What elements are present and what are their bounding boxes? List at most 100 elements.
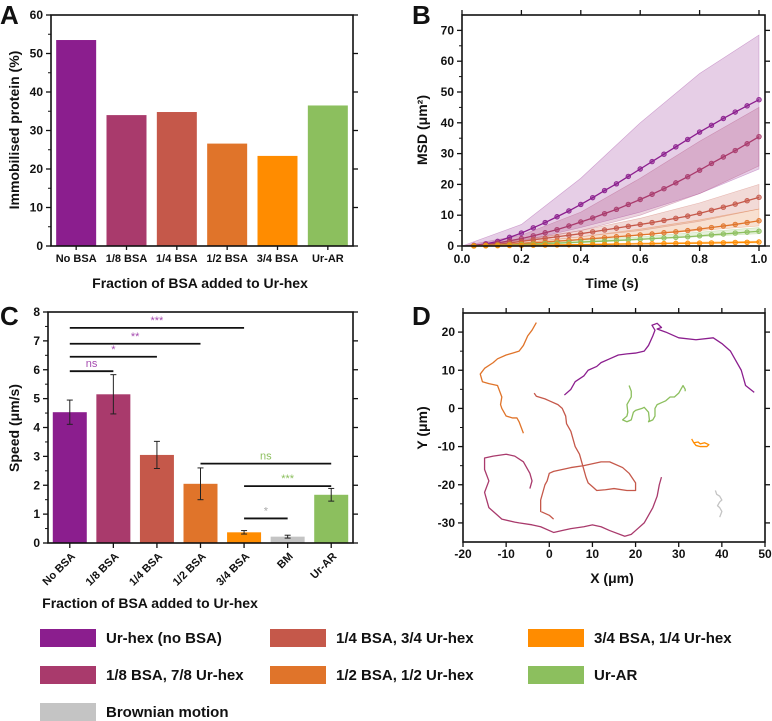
panel-b-msd-chart: 0.0 0.2 0.4 0.6 0.8 1.0 0 10 20 30 40 50 60 70 xyxy=(441,10,770,266)
panel-c-significance-label: ** xyxy=(131,331,140,343)
panel-b-data-point xyxy=(744,219,750,226)
panel-a-xtick-label: 1/8 BSA xyxy=(106,253,148,265)
panel-b-data-point xyxy=(649,219,655,226)
panel-c-xtick-label: 3/4 BSA xyxy=(214,551,252,589)
panel-b-data-point xyxy=(744,239,750,246)
panel-b-data-point xyxy=(554,214,560,220)
panel-c-bar xyxy=(270,536,305,543)
panel-b-xtick-label: 0.6 xyxy=(632,252,649,266)
legend-label: Ur-hex (no BSA) xyxy=(106,630,222,647)
legend-swatch xyxy=(528,629,584,647)
panel-b-data-point xyxy=(661,240,667,247)
panel-a-ytick-label: 10 xyxy=(30,201,44,215)
panel-b-data-point xyxy=(673,144,679,150)
panel-d-xtick-label: 10 xyxy=(586,547,600,561)
panel-b-data-point xyxy=(554,234,560,240)
panel-d-trajectory xyxy=(479,322,537,434)
panel-b-data-point xyxy=(601,210,608,217)
panel-b-ytick-label: 20 xyxy=(441,177,455,191)
panel-b-data-point xyxy=(708,240,715,246)
panel-b-data-point xyxy=(756,96,762,103)
panel-c-ylabel: Speed (μm/s) xyxy=(6,384,22,472)
panel-b-ytick-label: 0 xyxy=(447,239,454,253)
panel-a-bar-chart: No BSA 1/8 BSA 1/4 BSA 1/2 BSA 3/4 BSA Ur-AR 0… xyxy=(30,8,358,265)
panel-b-data-point xyxy=(744,103,750,109)
legend-swatch xyxy=(40,629,96,647)
panel-d-ytick-label: -30 xyxy=(438,516,456,530)
panel-a-xtick-label: No BSA xyxy=(56,253,97,265)
panel-b-data-point xyxy=(685,227,691,234)
panel-b-ylabel: MSD (μm²) xyxy=(414,95,430,165)
panel-c-bar xyxy=(96,394,131,543)
panel-c-ytick-label: 4 xyxy=(33,421,40,435)
panel-b-data-point xyxy=(601,227,608,233)
panel-b-data-point xyxy=(696,167,703,173)
panel-b-data-point xyxy=(756,239,762,245)
panel-d-xtick-label: -20 xyxy=(454,547,472,561)
legend-label: Brownian motion xyxy=(106,704,229,721)
legend-label: 3/4 BSA, 1/4 Ur-hex xyxy=(594,630,732,647)
panel-b-data-point xyxy=(661,217,667,224)
panel-b-data-point xyxy=(720,231,727,237)
panel-b-data-point xyxy=(566,208,572,214)
panel-d-trajectory-chart: -20 -10 0 10 20 30 40 50 -30 -20 -10 0 10 20 xyxy=(438,308,772,561)
panel-b-data-point xyxy=(673,240,679,247)
panel-a-ytick-label: 40 xyxy=(30,85,44,99)
panel-b-data-point xyxy=(578,230,584,237)
panel-c-significance-label: ns xyxy=(86,358,98,370)
panel-c-xtick-label: No BSA xyxy=(40,551,77,588)
panel-b-data-point xyxy=(732,221,738,228)
panel-b-data-point xyxy=(685,234,691,240)
panel-b-data-point xyxy=(637,221,643,228)
panel-c-significance-label: * xyxy=(264,505,269,517)
panel-b-data-point xyxy=(542,219,548,226)
panel-d-xtick-label: 50 xyxy=(758,547,772,561)
panel-d-trajectory xyxy=(483,453,663,537)
panel-label-a: A xyxy=(0,0,19,30)
panel-b-xlabel: Time (s) xyxy=(585,275,638,291)
panel-c-ytick-label: 5 xyxy=(33,392,40,406)
legend-swatch xyxy=(270,629,326,647)
panel-b-data-point xyxy=(649,231,655,237)
panel-c-xtick-label: 1/2 BSA xyxy=(171,551,209,589)
panel-a-xtick-label: 3/4 BSA xyxy=(257,253,299,265)
panel-b-data-point xyxy=(708,207,715,213)
panel-b-data-point xyxy=(566,223,572,229)
panel-b-data-point xyxy=(756,228,762,234)
panel-d-ytick-label: -20 xyxy=(438,478,456,492)
panel-d-xtick-label: 30 xyxy=(672,547,686,561)
panel-b-data-point xyxy=(530,225,536,231)
panel-a-bar xyxy=(156,112,197,247)
panel-b-data-point xyxy=(625,223,632,229)
panel-d-frame xyxy=(462,312,766,543)
legend-label: Ur-AR xyxy=(594,667,637,684)
panel-b-data-point xyxy=(685,240,691,246)
panel-a-xtick-label: 1/4 BSA xyxy=(156,253,198,265)
panel-b-data-point xyxy=(685,136,691,143)
panel-b-data-point xyxy=(578,201,584,208)
panel-b-data-point xyxy=(542,230,548,236)
panel-b-xtick-label: 0.0 xyxy=(454,252,471,266)
panel-d-xtick-label: 40 xyxy=(715,547,729,561)
panel-b-data-point xyxy=(518,230,525,236)
panel-d-ylabel: Y (μm) xyxy=(414,406,430,449)
panel-b-data-point xyxy=(720,115,727,122)
panel-b-data-point xyxy=(685,173,691,180)
panel-d-xtick-label: 20 xyxy=(629,547,643,561)
panel-b-data-point xyxy=(566,232,572,238)
panel-d-xtick-label: 0 xyxy=(546,547,553,561)
legend-swatch xyxy=(40,703,96,721)
panel-b-ytick-label: 30 xyxy=(441,147,455,161)
panel-c-speed-chart: No BSA 1/8 BSA 1/4 BSA 1/2 BSA 3/4 BSA BM Ur-A… xyxy=(33,305,358,589)
panel-c-ytick-label: 3 xyxy=(33,449,40,463)
panel-b-data-point xyxy=(625,201,632,208)
panel-b-data-point xyxy=(708,224,715,231)
panel-b-xtick-label: 1.0 xyxy=(751,252,768,266)
panel-b-data-point xyxy=(661,186,667,192)
panel-b-data-point xyxy=(744,229,750,235)
panel-a-xlabel: Fraction of BSA added to Ur-hex xyxy=(92,275,308,291)
panel-b-data-point xyxy=(696,233,703,239)
panel-c-significance-label: * xyxy=(111,344,116,356)
panel-b-data-point xyxy=(696,129,703,135)
